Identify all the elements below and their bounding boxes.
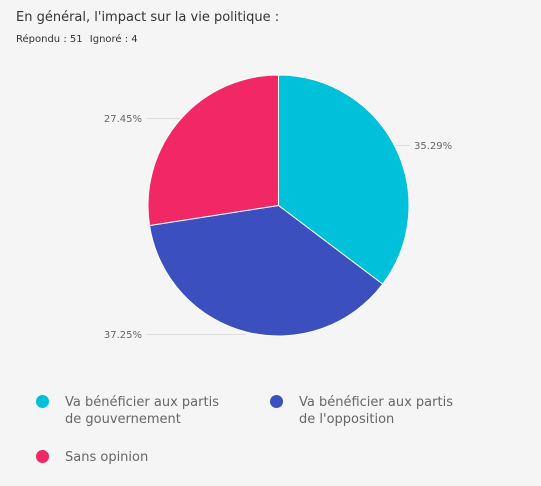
pie-slice-1[interactable] <box>278 74 410 285</box>
pie-chart: 35.29% 37.25% 27.45% <box>104 74 452 341</box>
slice-label-2: 37.25% <box>104 330 142 341</box>
pie-slice-2[interactable] <box>148 204 384 337</box>
legend-item-2[interactable]: Va bénéficier aux partis de l'opposition <box>270 394 453 428</box>
slice-label-3: 27.45% <box>104 114 142 125</box>
response-stats: Répondu : 51 Ignoré : 4 <box>16 34 138 45</box>
legend-label-2-line-2: de l'opposition <box>299 412 395 427</box>
legend-label-3-line-1: Sans opinion <box>65 450 149 465</box>
legend-marker-1 <box>36 395 49 408</box>
legend-label-1-line-1: Va bénéficier aux partis <box>65 395 219 410</box>
legend-item-1[interactable]: Va bénéficier aux partis de gouvernement <box>36 394 219 428</box>
legend-marker-2 <box>270 395 283 408</box>
legend-marker-3 <box>36 450 49 463</box>
legend-label-1-line-2: de gouvernement <box>65 412 181 427</box>
pie-slice-3[interactable] <box>147 74 279 227</box>
slice-label-1: 35.29% <box>414 141 452 152</box>
answered-count: Répondu : 51 <box>16 34 83 45</box>
legend-item-3[interactable]: Sans opinion <box>36 449 149 466</box>
chart-title: En général, l'impact sur la vie politiqu… <box>16 10 280 25</box>
skipped-count: Ignoré : 4 <box>89 34 138 45</box>
legend-label-2-line-1: Va bénéficier aux partis <box>299 395 453 410</box>
